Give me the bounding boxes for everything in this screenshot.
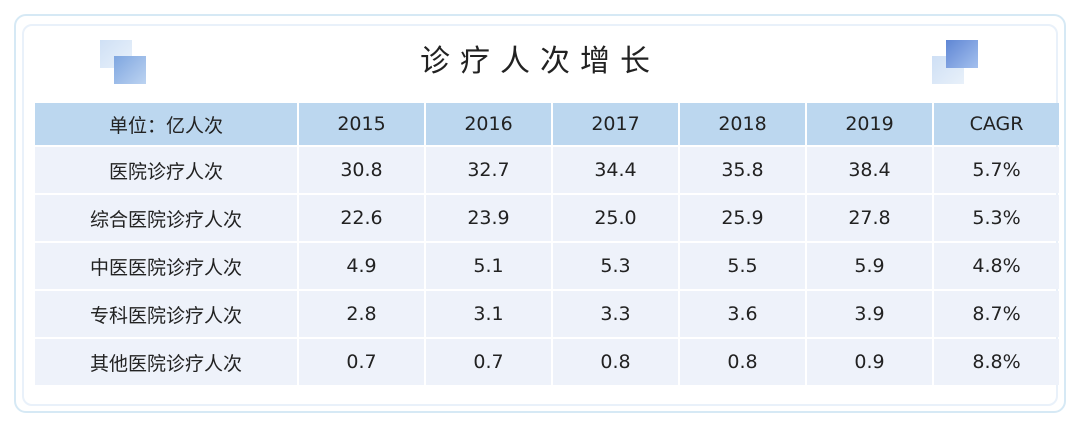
table-header-row: 单位：亿人次 2015 2016 2017 2018 2019 CAGR bbox=[35, 103, 1059, 145]
row-label: 医院诊疗人次 bbox=[35, 147, 297, 193]
cell: 27.8 bbox=[807, 195, 932, 241]
cell: 5.3 bbox=[553, 243, 678, 289]
cell: 8.7% bbox=[934, 291, 1059, 337]
cell: 5.1 bbox=[426, 243, 551, 289]
cell: 4.8% bbox=[934, 243, 1059, 289]
cell: 3.9 bbox=[807, 291, 932, 337]
cell: 22.6 bbox=[299, 195, 424, 241]
row-label: 专科医院诊疗人次 bbox=[35, 291, 297, 337]
cell: 3.1 bbox=[426, 291, 551, 337]
cell: 5.7% bbox=[934, 147, 1059, 193]
table-row: 中医医院诊疗人次 4.9 5.1 5.3 5.5 5.9 4.8% bbox=[35, 243, 1059, 289]
cell: 0.8 bbox=[680, 339, 805, 385]
header-cagr: CAGR bbox=[934, 103, 1059, 145]
cell: 0.7 bbox=[299, 339, 424, 385]
cell: 4.9 bbox=[299, 243, 424, 289]
cell: 25.9 bbox=[680, 195, 805, 241]
header-2019: 2019 bbox=[807, 103, 932, 145]
table-row: 综合医院诊疗人次 22.6 23.9 25.0 25.9 27.8 5.3% bbox=[35, 195, 1059, 241]
decorative-squares-left-icon bbox=[100, 40, 148, 84]
header-2016: 2016 bbox=[426, 103, 551, 145]
table-row: 其他医院诊疗人次 0.7 0.7 0.8 0.8 0.9 8.8% bbox=[35, 339, 1059, 385]
row-label: 综合医院诊疗人次 bbox=[35, 195, 297, 241]
cell: 0.7 bbox=[426, 339, 551, 385]
cell: 30.8 bbox=[299, 147, 424, 193]
cell: 0.9 bbox=[807, 339, 932, 385]
cell: 5.5 bbox=[680, 243, 805, 289]
cell: 38.4 bbox=[807, 147, 932, 193]
header-unit: 单位：亿人次 bbox=[35, 103, 297, 145]
page-title: 诊疗人次增长 bbox=[420, 44, 660, 79]
decorative-squares-right-icon bbox=[932, 40, 980, 84]
cell: 32.7 bbox=[426, 147, 551, 193]
cell: 35.8 bbox=[680, 147, 805, 193]
row-label: 中医医院诊疗人次 bbox=[35, 243, 297, 289]
cell: 8.8% bbox=[934, 339, 1059, 385]
cell: 34.4 bbox=[553, 147, 678, 193]
growth-table: 单位：亿人次 2015 2016 2017 2018 2019 CAGR 医院诊… bbox=[33, 101, 1061, 387]
outer-frame bbox=[14, 14, 1066, 413]
cell: 0.8 bbox=[553, 339, 678, 385]
header-2017: 2017 bbox=[553, 103, 678, 145]
cell: 3.3 bbox=[553, 291, 678, 337]
cell: 3.6 bbox=[680, 291, 805, 337]
cell: 2.8 bbox=[299, 291, 424, 337]
header-2018: 2018 bbox=[680, 103, 805, 145]
table-row: 专科医院诊疗人次 2.8 3.1 3.3 3.6 3.9 8.7% bbox=[35, 291, 1059, 337]
table-row: 医院诊疗人次 30.8 32.7 34.4 35.8 38.4 5.7% bbox=[35, 147, 1059, 193]
row-label: 其他医院诊疗人次 bbox=[35, 339, 297, 385]
header-2015: 2015 bbox=[299, 103, 424, 145]
cell: 25.0 bbox=[553, 195, 678, 241]
cell: 5.9 bbox=[807, 243, 932, 289]
cell: 5.3% bbox=[934, 195, 1059, 241]
cell: 23.9 bbox=[426, 195, 551, 241]
